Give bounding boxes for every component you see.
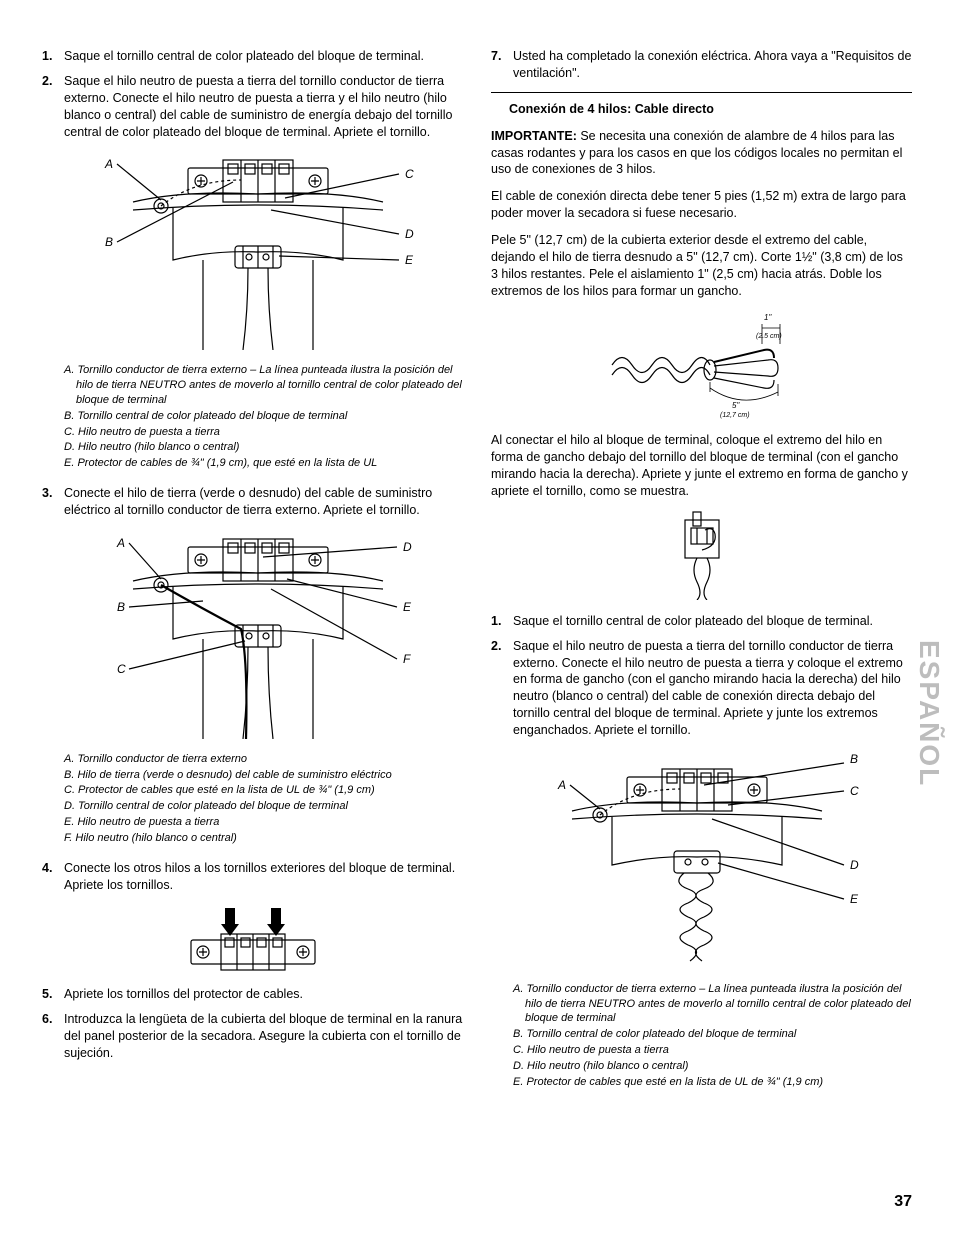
step-4: Conecte los otros hilos a los tornillos …	[42, 860, 463, 894]
fig2-label-D: D	[403, 540, 412, 554]
fig3-label-C: C	[850, 784, 859, 798]
step-r2: Saque el hilo neutro de puesta a tierra …	[491, 638, 912, 739]
page-number: 37	[894, 1191, 912, 1213]
fig1-label-E: E	[405, 253, 414, 267]
step-5: Apriete los tornillos del protector de c…	[42, 986, 463, 1003]
caption: E. Hilo neutro de puesta a tierra	[64, 815, 463, 830]
importante-para: IMPORTANTE: Se necesita una conexión de …	[491, 128, 912, 179]
caption: B. Hilo de tierra (verde o desnudo) del …	[64, 768, 463, 783]
caption: D. Hilo neutro (hilo blanco o central)	[64, 440, 463, 455]
caption: A. Tornillo conductor de tierra externo	[64, 752, 463, 767]
caption: E. Protector de cables de ¾" (1,9 cm), q…	[64, 456, 463, 471]
caption: C. Hilo neutro de puesta a tierra	[64, 425, 463, 440]
figure-arrows	[42, 904, 463, 979]
steps-list-right: Saque el tornillo central de color plate…	[491, 613, 912, 739]
figure-hook	[491, 510, 912, 605]
importante-label: IMPORTANTE:	[491, 129, 577, 143]
steps-list-left-cont2: Conecte los otros hilos a los tornillos …	[42, 860, 463, 894]
para-3: Pele 5" (12,7 cm) de la cubierta exterio…	[491, 232, 912, 300]
caption: A. Tornillo conductor de tierra externo …	[513, 982, 912, 1027]
section-heading: Conexión de 4 hilos: Cable directo	[509, 101, 912, 118]
caption: B. Tornillo central de color plateado de…	[64, 409, 463, 424]
fig3-label-A: A	[557, 778, 566, 792]
step-6: Introduzca la lengüeta de la cubierta de…	[42, 1011, 463, 1062]
step-3: Conecte el hilo de tierra (verde o desnu…	[42, 485, 463, 519]
captions-3: A. Tornillo conductor de tierra externo …	[491, 982, 912, 1090]
fig1-label-C: C	[405, 167, 414, 181]
two-column-layout: Saque el tornillo central de color plate…	[42, 48, 912, 1104]
fig1-label-D: D	[405, 227, 414, 241]
fig2-label-E: E	[403, 600, 412, 614]
steps-list-right-top: Usted ha completado la conexión eléctric…	[491, 48, 912, 82]
caption: E. Protector de cables que esté en la li…	[513, 1075, 912, 1090]
fig2-label-C: C	[117, 662, 126, 676]
fig2-label-F: F	[403, 652, 411, 666]
captions-1: A. Tornillo conductor de tierra externo …	[42, 363, 463, 471]
step-7: Usted ha completado la conexión eléctric…	[491, 48, 912, 82]
fig1-label-A: A	[104, 157, 113, 171]
caption: C. Protector de cables que esté en la li…	[64, 783, 463, 798]
fig3-label-B: B	[850, 752, 858, 766]
caption: C. Hilo neutro de puesta a tierra	[513, 1043, 912, 1058]
cable-dim-top2: (2.5 cm)	[756, 333, 782, 340]
para-2: El cable de conexión directa debe tener …	[491, 188, 912, 222]
cable-dim-top: 1"	[764, 313, 772, 322]
right-column: Usted ha completado la conexión eléctric…	[491, 48, 912, 1104]
figure-cable: 1" (2.5 cm) 5" (12,7 cm)	[491, 310, 912, 425]
steps-list-left-cont3: Apriete los tornillos del protector de c…	[42, 986, 463, 1062]
caption: A. Tornillo conductor de tierra externo …	[64, 363, 463, 408]
fig2-label-A: A	[116, 536, 125, 550]
step-2: Saque el hilo neutro de puesta a tierra …	[42, 73, 463, 141]
caption: F. Hilo neutro (hilo blanco o central)	[64, 831, 463, 846]
steps-list-left-cont: Conecte el hilo de tierra (verde o desnu…	[42, 485, 463, 519]
captions-2: A. Tornillo conductor de tierra externo …	[42, 752, 463, 846]
figure-terminal-2: A B C D E F	[42, 529, 463, 744]
cable-dim-bot2: (12,7 cm)	[720, 412, 750, 419]
fig2-label-B: B	[117, 600, 125, 614]
step-r1: Saque el tornillo central de color plate…	[491, 613, 912, 630]
fig1-label-B: B	[105, 235, 113, 249]
left-column: Saque el tornillo central de color plate…	[42, 48, 463, 1104]
caption: D. Tornillo central de color plateado de…	[64, 799, 463, 814]
figure-terminal-3: A B C D E	[491, 749, 912, 974]
para-4: Al conectar el hilo al bloque de termina…	[491, 432, 912, 500]
caption: D. Hilo neutro (hilo blanco o central)	[513, 1059, 912, 1074]
section-divider	[491, 92, 912, 93]
language-tab: ESPAÑOL	[910, 640, 948, 787]
fig3-label-E: E	[850, 892, 859, 906]
steps-list-left: Saque el tornillo central de color plate…	[42, 48, 463, 140]
step-1: Saque el tornillo central de color plate…	[42, 48, 463, 65]
caption: B. Tornillo central de color plateado de…	[513, 1027, 912, 1042]
figure-terminal-1: A B C D E	[42, 150, 463, 355]
fig3-label-D: D	[850, 858, 859, 872]
cable-dim-bot: 5"	[732, 401, 740, 410]
